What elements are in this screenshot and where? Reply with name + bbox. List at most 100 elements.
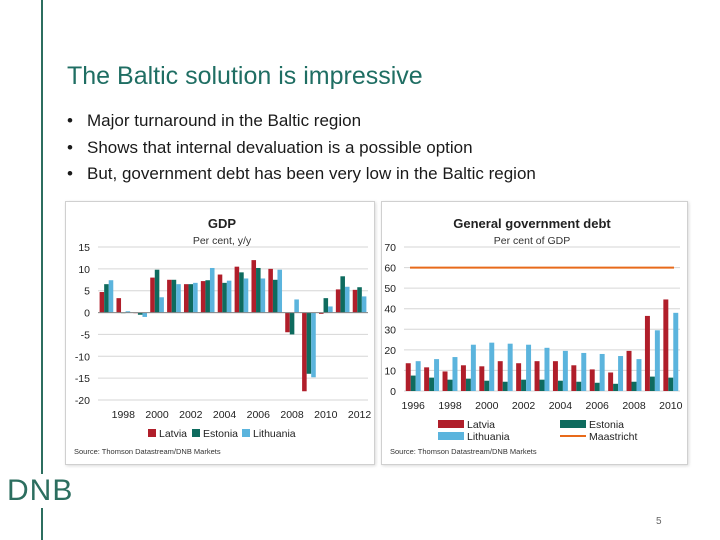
y-tick-label: 5 xyxy=(84,286,90,298)
bullet-text: But, government debt has been very low i… xyxy=(87,164,536,183)
bar-lithuania xyxy=(209,267,215,313)
x-tick-label: 2008 xyxy=(622,400,646,412)
y-tick-label: 50 xyxy=(384,283,396,295)
bar-lithuania xyxy=(618,356,624,391)
bar-latvia xyxy=(217,274,223,313)
bar-latvia xyxy=(479,366,485,391)
bar-estonia xyxy=(137,312,143,315)
bar-latvia xyxy=(644,315,650,391)
bar-lithuania xyxy=(108,280,114,313)
bar-estonia xyxy=(154,269,160,313)
y-tick-label: 0 xyxy=(84,308,90,320)
bar-estonia xyxy=(340,276,345,313)
bar-estonia xyxy=(239,272,244,313)
bar-estonia xyxy=(410,375,416,391)
bar-latvia xyxy=(608,372,614,391)
bar-lithuania xyxy=(277,269,283,313)
bullet-dot: • xyxy=(67,137,73,157)
x-tick-label: 2010 xyxy=(659,400,683,412)
x-tick-label: 1996 xyxy=(402,400,426,412)
y-tick-label: 40 xyxy=(384,304,396,316)
bullet-item: • But, government debt has been very low … xyxy=(67,161,536,188)
y-tick-label: 0 xyxy=(390,386,396,398)
y-tick-label: -20 xyxy=(75,395,90,407)
y-tick-label: 20 xyxy=(384,345,396,357)
x-tick-label: 1998 xyxy=(112,409,136,421)
x-tick-label: 2008 xyxy=(280,409,304,421)
x-tick-label: 2004 xyxy=(549,400,573,412)
bar-latvia xyxy=(150,277,155,313)
bar-estonia xyxy=(539,379,545,391)
x-tick-label: 2006 xyxy=(586,400,610,412)
bullet-text: Major turnaround in the Baltic region xyxy=(87,111,362,130)
bar-latvia xyxy=(99,292,105,313)
legend-label: Maastricht xyxy=(589,431,638,443)
bar-lithuania xyxy=(142,312,148,317)
y-tick-label: 30 xyxy=(384,324,396,336)
bar-lithuania xyxy=(415,361,421,391)
legend-label: Estonia xyxy=(589,419,624,431)
bar-estonia xyxy=(272,279,278,313)
dnb-logo: DNB xyxy=(5,474,76,508)
bar-latvia xyxy=(352,289,358,313)
bar-estonia xyxy=(649,376,655,391)
bar-latvia xyxy=(285,312,290,333)
bar-lithuania xyxy=(434,359,440,391)
bar-latvia xyxy=(335,289,341,313)
x-tick-label: 2010 xyxy=(314,409,338,421)
bar-latvia xyxy=(626,350,632,391)
slide-title: The Baltic solution is impressive xyxy=(67,62,423,90)
bar-lithuania xyxy=(344,286,350,313)
bar-lithuania xyxy=(673,312,679,391)
bullet-text: Shows that internal devaluation is a pos… xyxy=(87,137,473,157)
bar-latvia xyxy=(516,363,522,391)
legend-label: Estonia xyxy=(203,428,238,440)
bar-lithuania xyxy=(243,278,249,313)
chart-source: Source: Thomson Datastream/DNB Markets xyxy=(74,447,221,456)
bar-estonia xyxy=(631,381,637,391)
bar-latvia xyxy=(268,268,273,313)
bar-latvia xyxy=(251,260,257,313)
bullet-list: • Major turnaround in the Baltic region •… xyxy=(67,108,536,188)
y-tick-label: 10 xyxy=(384,365,396,377)
bar-estonia xyxy=(447,379,453,391)
bar-estonia xyxy=(357,287,362,313)
bar-latvia xyxy=(424,367,430,391)
bar-latvia xyxy=(318,312,324,314)
bullet-item: • Major turnaround in the Baltic region xyxy=(67,108,536,135)
bar-estonia xyxy=(613,383,619,391)
bar-latvia xyxy=(234,266,240,313)
bar-latvia xyxy=(405,363,411,391)
bar-lithuania xyxy=(159,297,164,313)
bar-latvia xyxy=(167,279,172,313)
y-tick-label: 15 xyxy=(78,242,90,254)
bar-latvia xyxy=(116,298,122,313)
x-tick-label: 2000 xyxy=(145,409,169,421)
y-tick-label: -5 xyxy=(81,329,90,341)
legend-label: Lithuania xyxy=(467,431,510,443)
legend-label: Lithuania xyxy=(253,428,296,440)
gdp-chart-panel: GDP Per cent, y/y 15 10 5 0 -5 -10 -15 -20 1998 200… xyxy=(65,201,375,465)
x-tick-label: 2002 xyxy=(179,409,203,421)
legend-swatch xyxy=(438,420,464,428)
bar-lithuania xyxy=(176,284,181,313)
chart-subtitle: Per cent of GDP xyxy=(494,235,570,247)
bar-estonia xyxy=(104,284,109,313)
bar-lithuania xyxy=(125,311,131,313)
legend-swatch xyxy=(192,429,200,437)
bar-estonia xyxy=(429,377,435,391)
bar-estonia xyxy=(576,381,582,391)
bar-latvia xyxy=(302,312,307,392)
y-tick-label: -15 xyxy=(75,373,90,385)
chart-source: Source: Thomson Datastream/DNB Markets xyxy=(390,447,537,456)
bar-estonia xyxy=(205,280,210,313)
bar-estonia xyxy=(521,379,527,391)
bar-lithuania xyxy=(526,344,532,391)
left-accent-line xyxy=(41,0,43,540)
bar-latvia xyxy=(460,365,466,391)
legend-swatch xyxy=(148,429,156,437)
x-tick-label: 2000 xyxy=(475,400,499,412)
bar-estonia xyxy=(323,298,329,313)
bar-estonia xyxy=(594,382,600,391)
x-tick-label: 2012 xyxy=(348,409,372,421)
